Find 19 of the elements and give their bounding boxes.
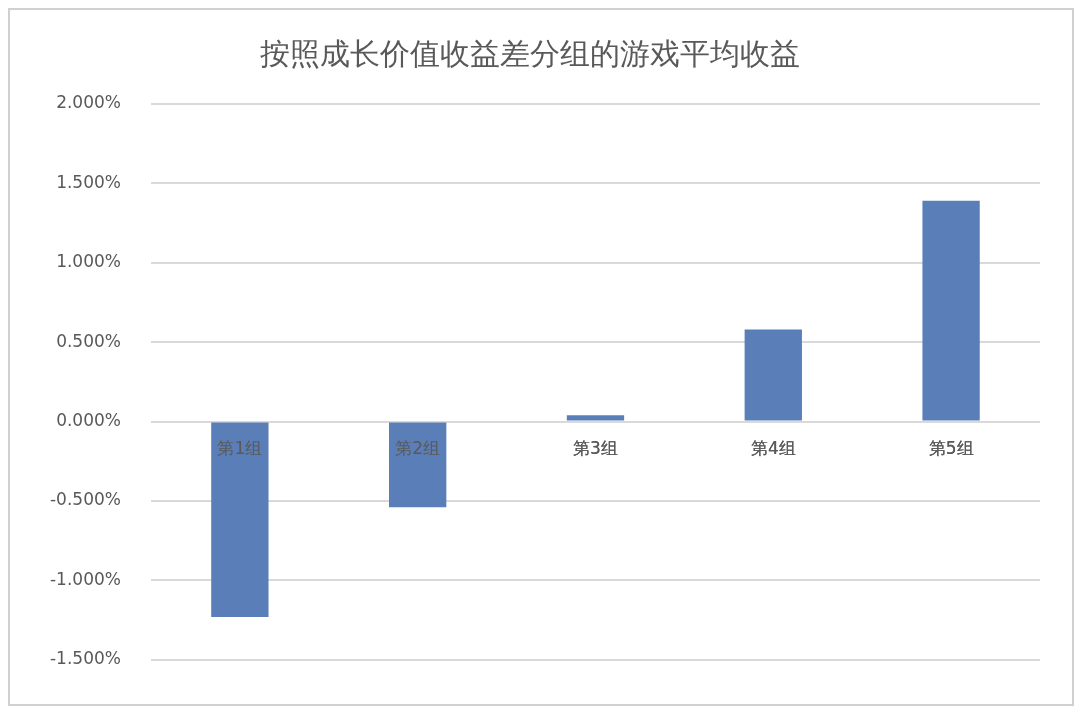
y-tick-label: 0.000% <box>56 410 121 431</box>
y-tick-label: 1.500% <box>56 171 121 192</box>
x-tick-label: 第4组 <box>750 438 796 459</box>
y-tick-label: -0.500% <box>49 489 121 510</box>
y-tick-label: -1.500% <box>49 648 121 669</box>
y-tick-label: 0.500% <box>56 330 121 351</box>
x-tick-label: 第5组 <box>928 438 974 459</box>
bar <box>389 422 447 508</box>
chart-title: 按照成长价值收益差分组的游戏平均收益 <box>260 35 800 71</box>
x-tick-label: 第1组 <box>217 438 263 459</box>
x-tick-label: 第2组 <box>395 438 441 459</box>
y-tick-label: -1.000% <box>49 568 121 589</box>
y-tick-label: 1.000% <box>56 251 121 272</box>
bar <box>744 329 802 421</box>
bar <box>922 200 980 421</box>
bar <box>211 422 269 617</box>
x-tick-label: 第3组 <box>573 438 618 459</box>
y-tick-label: 2.000% <box>56 92 121 113</box>
bar <box>566 415 625 421</box>
